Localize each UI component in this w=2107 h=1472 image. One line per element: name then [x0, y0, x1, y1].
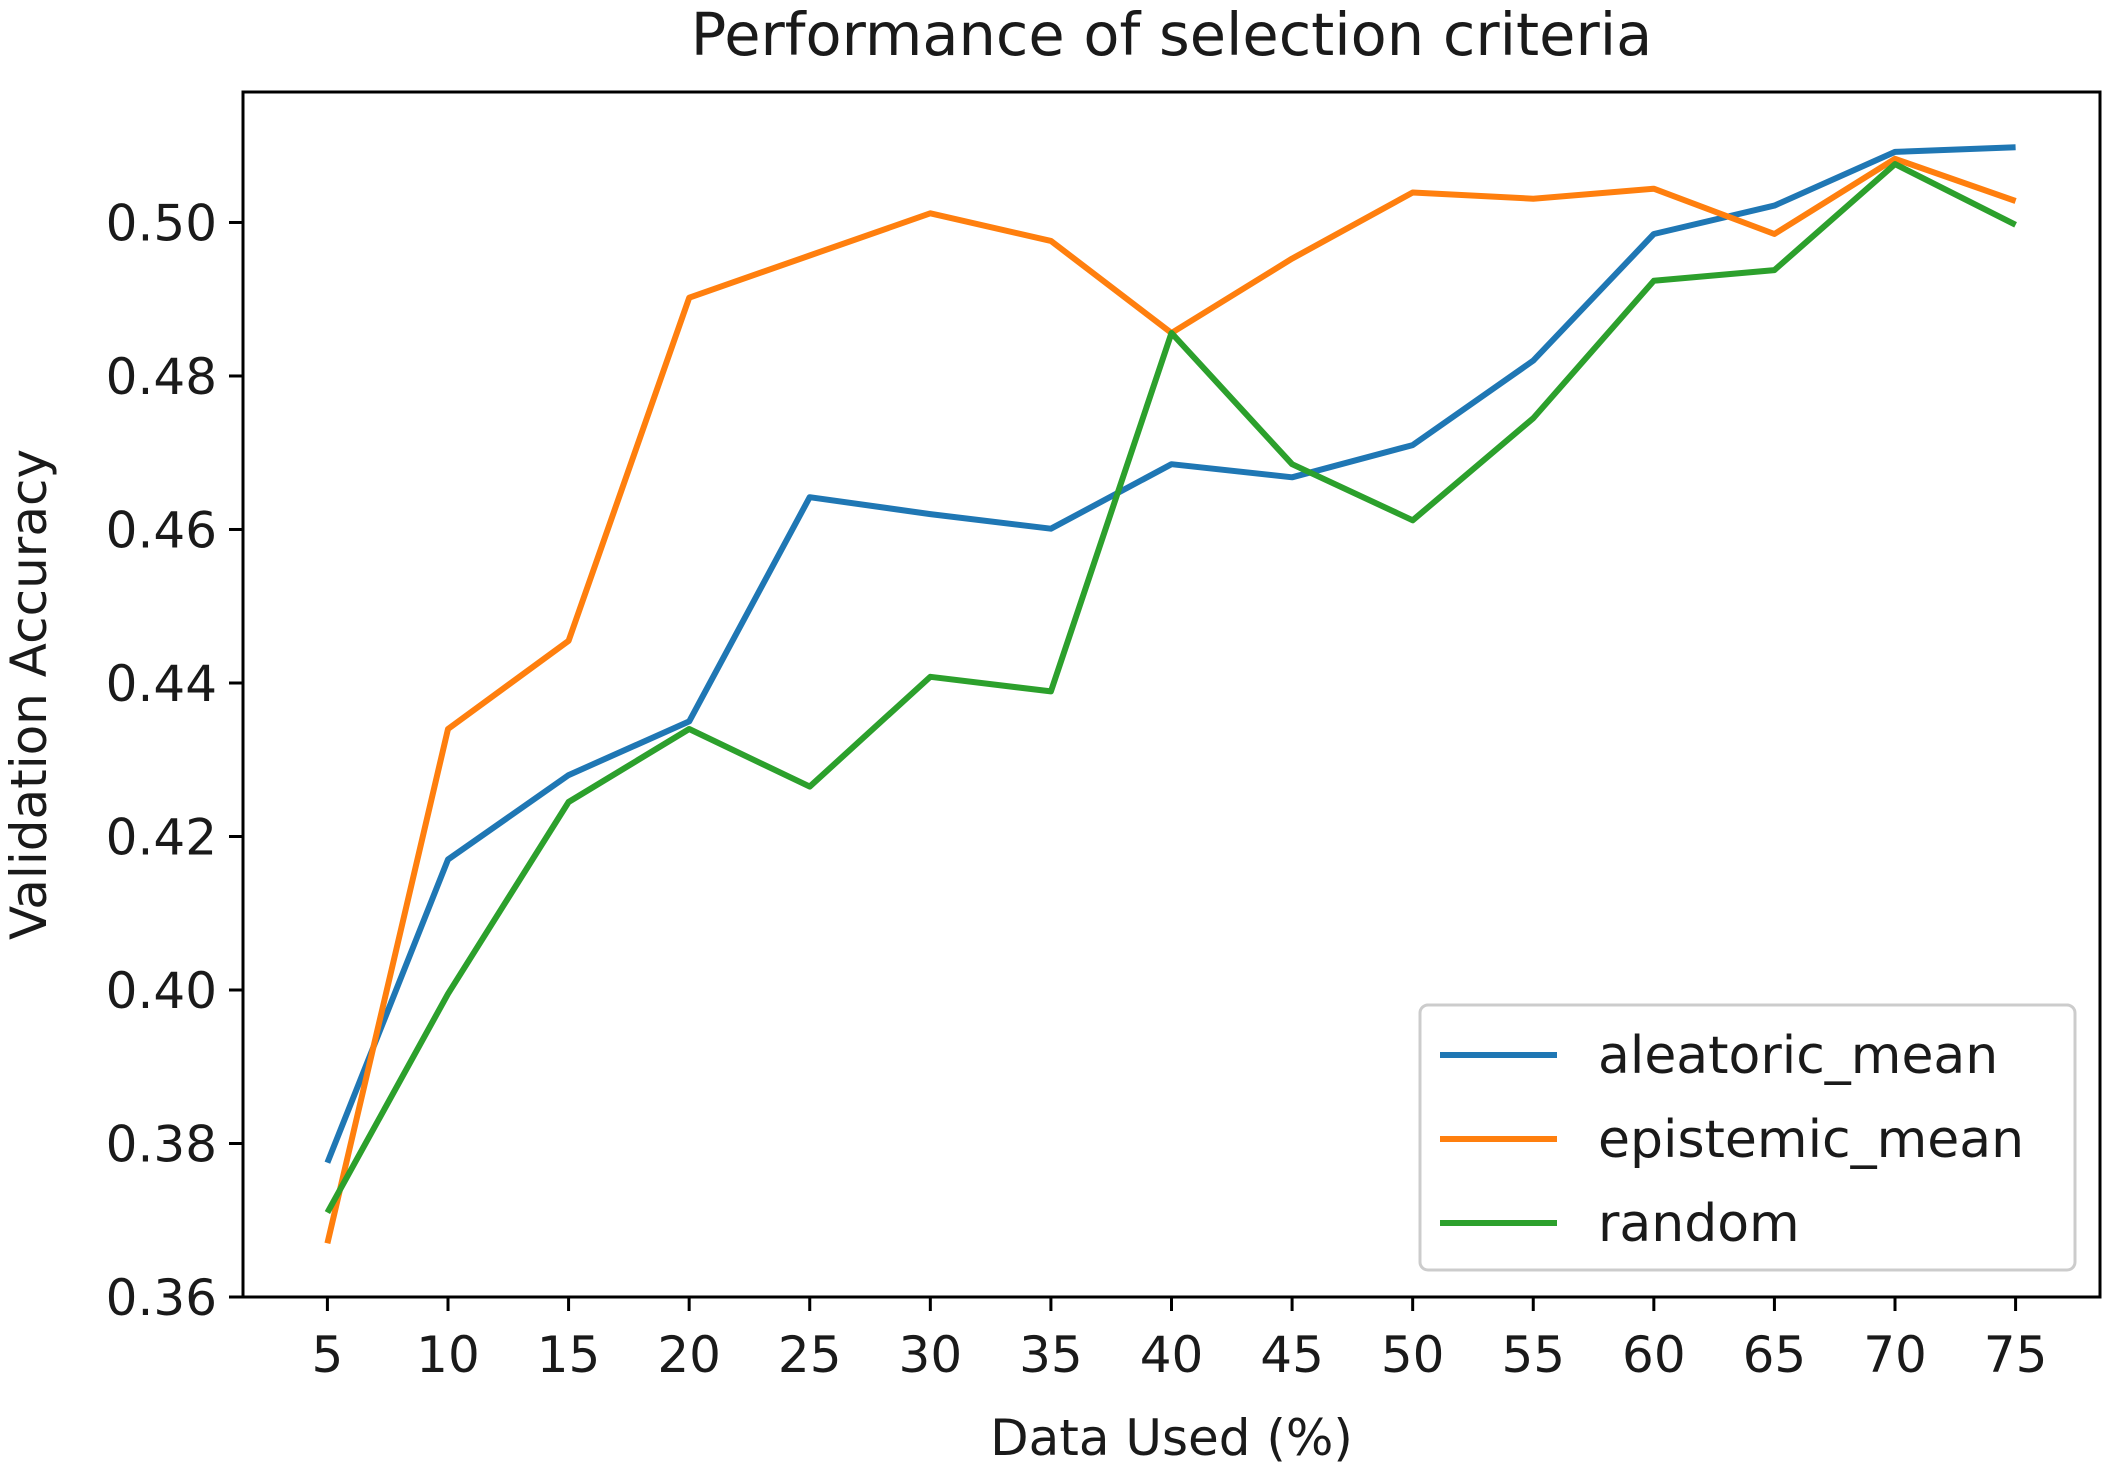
legend-box: [1418, 1003, 2077, 1272]
x-tick-label: 25: [778, 1326, 842, 1384]
y-tick-label: 0.42: [106, 808, 217, 866]
y-tick-label: 0.48: [106, 348, 217, 406]
chart-title: Performance of selection criteria: [691, 0, 1653, 69]
series-line-random: [324, 161, 2017, 1215]
plot-area: 5 10 15 20 25 30 35 40 45 50 55 60 65 70 75 0.36 0.38 0.4…: [106, 90, 2102, 1384]
legend-label-epistemic-mean: epistemic_mean: [1598, 1110, 2024, 1170]
y-tick-label: 0.40: [106, 962, 217, 1020]
y-tick-label: 0.44: [106, 655, 217, 713]
x-tick-label: 35: [1019, 1326, 1083, 1384]
y-axis-title: Validation Accuracy: [0, 449, 58, 940]
x-tick-label: 30: [899, 1326, 963, 1384]
legend-label-random: random: [1598, 1194, 1800, 1254]
y-tick-label: 0.36: [106, 1269, 217, 1327]
x-tick-label: 50: [1381, 1326, 1445, 1384]
x-tick-label: 10: [416, 1326, 480, 1384]
x-tick-label: 60: [1622, 1326, 1686, 1384]
x-tick-label: 75: [1984, 1326, 2048, 1384]
x-tick-label: 15: [537, 1326, 601, 1384]
x-tick-label: 65: [1743, 1326, 1807, 1384]
x-tick-label: 40: [1140, 1326, 1204, 1384]
x-tick-label: 20: [657, 1326, 721, 1384]
y-tick-label: 0.46: [106, 501, 217, 559]
y-tick-label: 0.50: [106, 194, 217, 252]
y-tick-label: 0.38: [106, 1115, 217, 1173]
series-line-aleatoric-mean: [324, 144, 2016, 1164]
x-tick-label: 70: [1863, 1326, 1927, 1384]
x-tick-label: 55: [1501, 1326, 1565, 1384]
x-tick-label: 45: [1260, 1326, 1324, 1384]
x-axis-title: Data Used (%): [990, 1409, 1353, 1467]
legend-label-aleatoric-mean: aleatoric_mean: [1598, 1026, 1998, 1086]
x-tick-label: 5: [312, 1326, 344, 1384]
